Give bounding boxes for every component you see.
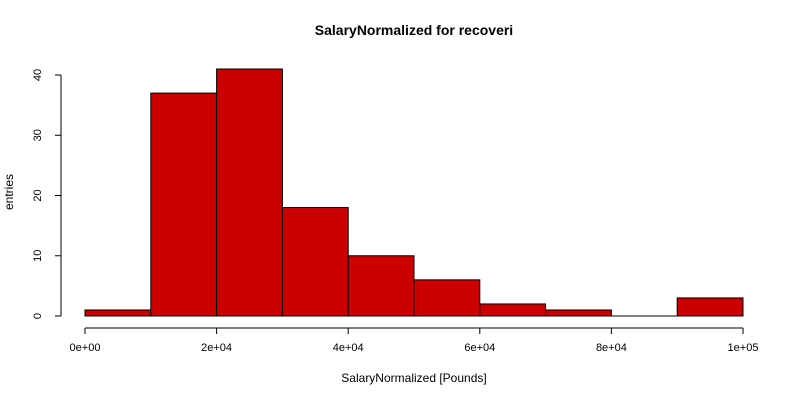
histogram-bar <box>413 279 481 317</box>
y-axis-label: entries <box>2 174 16 210</box>
y-tick-label: 0 <box>32 313 44 319</box>
histogram-bar <box>216 68 283 317</box>
histogram-bar <box>676 297 744 317</box>
y-tick-label: 30 <box>32 129 44 141</box>
x-axis: 0e+00 2e+04 4e+04 6e+04 8e+04 1e+05 <box>70 327 759 354</box>
histogram-bar <box>347 255 415 317</box>
y-tick-label: 10 <box>32 250 44 262</box>
histogram-bar <box>150 92 218 317</box>
histogram-bar <box>84 309 152 317</box>
y-tick-label: 20 <box>32 189 44 201</box>
x-tick-label: 0e+00 <box>70 342 101 354</box>
x-tick-label: 2e+04 <box>201 342 232 354</box>
x-tick-label: 4e+04 <box>333 342 364 354</box>
bars-group <box>84 68 744 317</box>
chart-title: SalaryNormalized for recoveri <box>315 22 513 38</box>
x-axis-label: SalaryNormalized [Pounds] <box>341 371 486 385</box>
histogram-bar <box>479 303 547 317</box>
y-tick-label: 40 <box>32 69 44 81</box>
histogram-bar <box>281 207 349 317</box>
x-tick-label: 1e+05 <box>728 342 759 354</box>
histogram-bar <box>545 309 612 317</box>
x-tick-label: 6e+04 <box>464 342 495 354</box>
y-axis: 0 10 20 30 40 <box>32 69 62 319</box>
x-tick-label: 8e+04 <box>596 342 627 354</box>
